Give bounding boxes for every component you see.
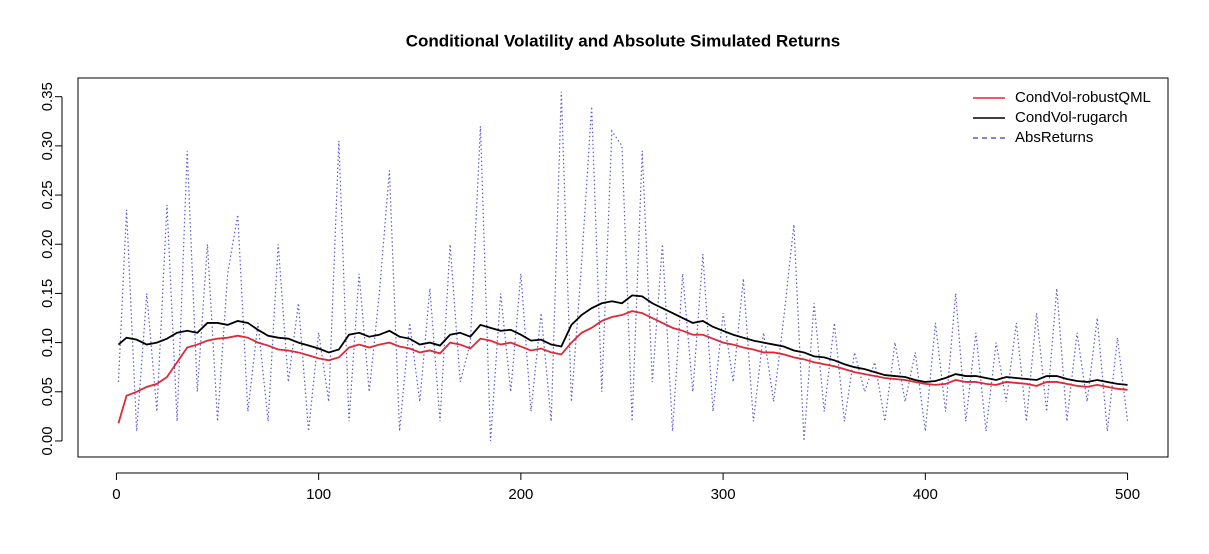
series-line	[117, 91, 1129, 442]
x-tick-label: 100	[306, 486, 331, 503]
y-tick-label: 0.05	[39, 377, 56, 406]
y-tick-label: 0.15	[39, 279, 56, 308]
x-tick-label: 500	[1115, 486, 1140, 503]
legend-label: AbsReturns	[1015, 129, 1093, 146]
series-line	[117, 294, 1128, 386]
x-tick-label: 0	[112, 486, 120, 503]
y-tick-label: 0.20	[39, 230, 56, 259]
y-tick-label: 0.00	[39, 426, 56, 455]
x-tick-label: 300	[711, 486, 736, 503]
y-tick-label: 0.10	[39, 328, 56, 357]
legend-label: CondVol-rugarch	[1015, 109, 1128, 126]
series-line	[117, 310, 1128, 424]
y-tick-label: 0.25	[39, 180, 56, 209]
x-tick-label: 400	[913, 486, 938, 503]
x-tick-label: 200	[508, 486, 533, 503]
y-tick-label: 0.35	[39, 82, 56, 111]
plot-frame	[77, 77, 1169, 458]
y-tick-label: 0.30	[39, 131, 56, 160]
chart-title: Conditional Volatility and Absolute Simu…	[406, 31, 840, 50]
legend-label: CondVol-robustQML	[1015, 89, 1151, 106]
